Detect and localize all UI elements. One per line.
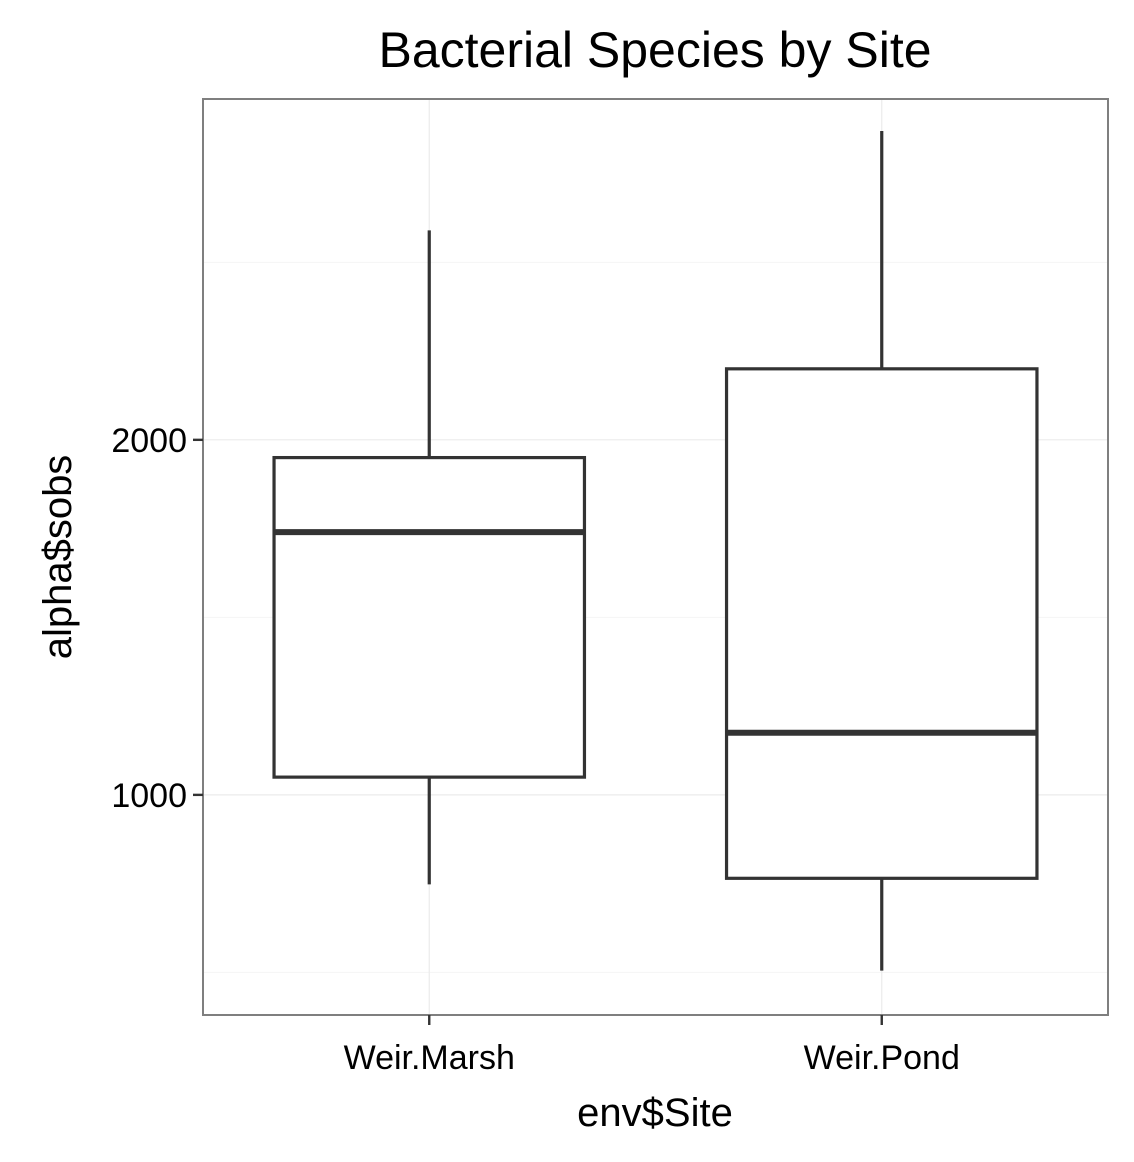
y-tick-label: 1000 <box>111 777 187 815</box>
x-axis-title: env$Site <box>577 1091 733 1135</box>
x-tick-label: Weir.Marsh <box>344 1039 515 1077</box>
y-tick-label: 2000 <box>111 422 187 460</box>
box-series <box>272 130 1039 971</box>
box-weir-marsh <box>272 230 587 885</box>
x-tick-label: Weir.Pond <box>804 1039 960 1077</box>
interquartile-box <box>272 455 587 779</box>
y-axis-title: alpha$sobs <box>36 455 80 660</box>
box-weir-pond <box>724 130 1039 971</box>
axes: 1000 2000 Weir.Marsh Weir.Pond <box>111 422 960 1077</box>
interquartile-box <box>724 367 1039 880</box>
chart-title: Bacterial Species by Site <box>378 22 931 78</box>
